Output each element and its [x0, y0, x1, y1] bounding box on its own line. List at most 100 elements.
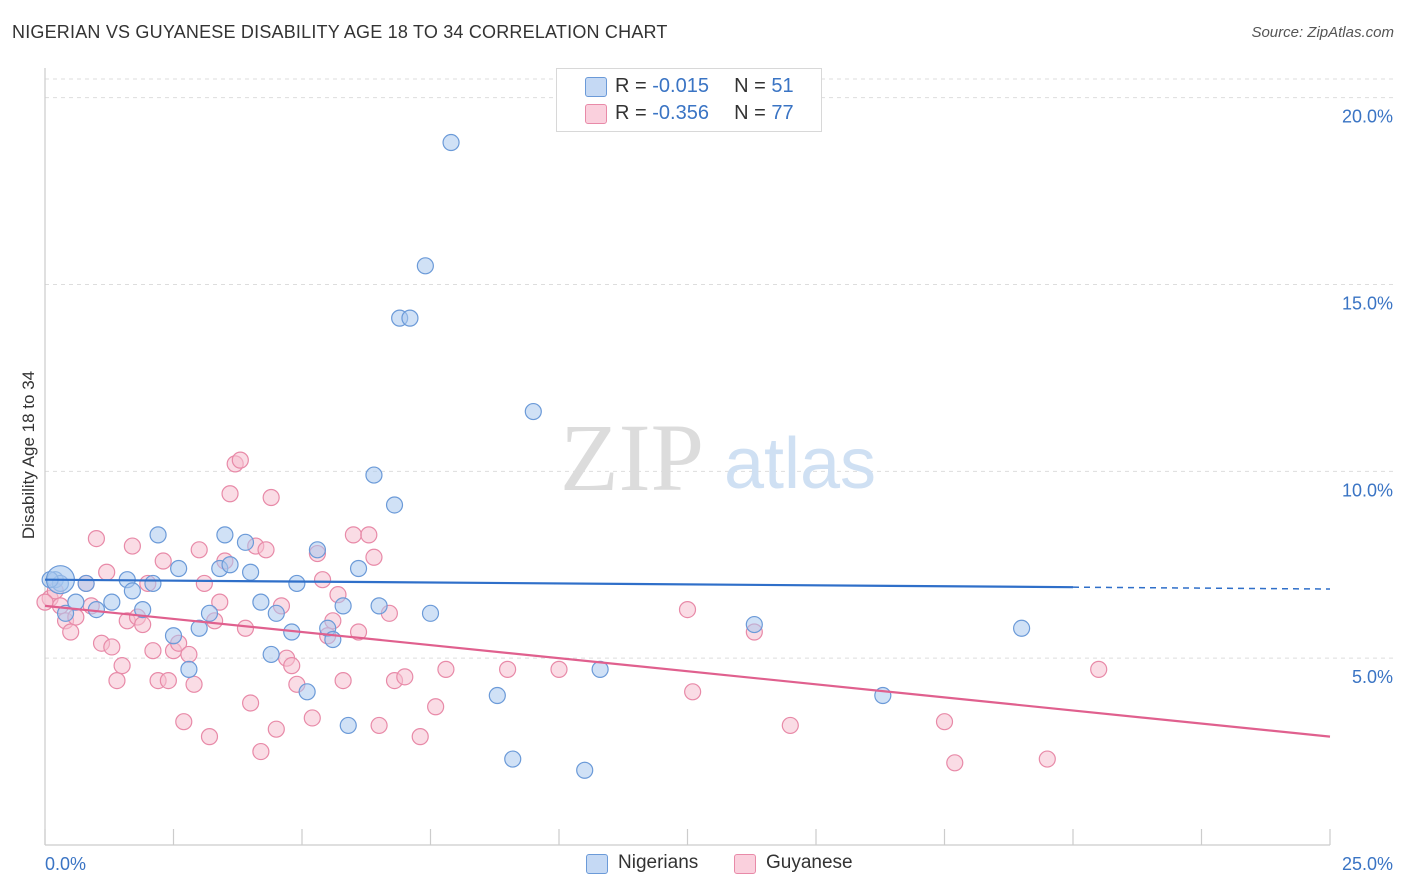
- guyanese-point-38: [242, 694, 260, 712]
- guyanese-point-4: [62, 623, 80, 641]
- guyanese-point-40: [252, 742, 270, 761]
- nigerians-legend-swatch: [586, 854, 608, 874]
- nigerians-point-42: [488, 686, 506, 705]
- nigerians-point-20: [236, 533, 255, 551]
- watermark-zip: ZIP: [560, 404, 704, 511]
- nigerians-point-3: [67, 593, 85, 611]
- nigerians-point-19: [221, 556, 239, 574]
- nigerians-point-28: [308, 541, 327, 559]
- guyanese-point-32: [211, 593, 229, 611]
- guyanese-point-71: [781, 716, 799, 735]
- guyanese-swatch: [585, 104, 607, 124]
- guyanese-point-59: [370, 716, 388, 735]
- n-value: 77: [771, 102, 794, 124]
- guyanese-point-65: [437, 660, 455, 678]
- guyanese-legend-swatch: [734, 854, 756, 874]
- nigerians-point-49: [1012, 619, 1031, 637]
- watermark-atlas: atlas: [724, 424, 876, 504]
- guyanese-point-15: [123, 537, 141, 555]
- nigerians-point-15: [190, 619, 208, 637]
- legend-label: Guyanese: [766, 852, 853, 873]
- guyanese-point-34: [221, 485, 239, 503]
- nigerians-point-14: [180, 660, 198, 678]
- guyanese-point-54: [334, 671, 352, 690]
- nigerians-point-47: [745, 615, 763, 634]
- guyanese-point-46: [283, 657, 301, 675]
- nigerians-point-18: [216, 526, 234, 544]
- axes: [44, 68, 1331, 846]
- y-tick-label: 5.0%: [1352, 667, 1393, 687]
- nigerians-trend-extension: [1072, 586, 1331, 590]
- nigerians-point-34: [365, 466, 383, 484]
- nigerians-point-12: [164, 627, 183, 645]
- guyanese-point-66: [499, 660, 517, 678]
- source-label: Source: ZipAtlas.com: [1251, 24, 1394, 41]
- guyanese-point-17: [134, 615, 152, 634]
- guyanese-point-63: [411, 728, 429, 746]
- nigerians-point-4: [77, 574, 95, 593]
- n-label: N =: [734, 75, 766, 97]
- nigerians-point-9: [134, 600, 152, 619]
- n-value: 51: [771, 75, 794, 97]
- nigerians-point-36: [385, 496, 404, 514]
- r-label: R =: [615, 75, 647, 97]
- guyanese-point-67: [550, 660, 568, 678]
- guyanese-point-76: [36, 593, 54, 611]
- guyanese-point-10: [98, 563, 116, 581]
- guyanese-point-8: [87, 529, 106, 548]
- nigerians-point-16: [200, 604, 219, 622]
- nigerians-point-39: [416, 257, 434, 275]
- guyanese-point-36: [231, 451, 249, 469]
- nigerians-point-26: [288, 574, 306, 593]
- guyanese-point-43: [267, 720, 285, 738]
- guyanese-point-41: [257, 541, 275, 559]
- y-tick-label: 10.0%: [1342, 480, 1393, 500]
- guyanese-point-25: [175, 713, 193, 731]
- guyanese-point-29: [195, 574, 213, 593]
- stats-row-guyanese: R = -0.356 N = 77: [615, 102, 794, 128]
- nigerians-swatch: [585, 77, 607, 97]
- guyanese-point-55: [344, 526, 362, 544]
- guyanese-point-56: [349, 623, 368, 641]
- trend-lines: [44, 578, 1331, 738]
- nigerians-point-24: [267, 604, 285, 622]
- nigerians-point-41: [442, 133, 460, 152]
- guyanese-point-26: [180, 645, 198, 664]
- r-value: -0.015: [652, 75, 709, 97]
- nigerians-point-32: [339, 716, 357, 735]
- guyanese-point-75: [1090, 660, 1108, 678]
- nigerians-point-8: [123, 582, 141, 600]
- tick-labels: 5.0% 10.0% 15.0% 20.0% 0.0% 25.0%: [45, 107, 1393, 874]
- stats-row-nigerians: R = -0.015 N = 51: [615, 75, 794, 101]
- r-value: -0.356: [652, 102, 709, 124]
- guyanese-point-72: [935, 713, 954, 731]
- x-tick-label: 0.0%: [45, 854, 86, 874]
- stats-box: R = -0.015 N = 51 R = -0.356 N = 77: [556, 68, 822, 132]
- r-label: R =: [615, 102, 647, 124]
- guyanese-point-21: [154, 552, 172, 570]
- guyanese-point-48: [303, 709, 321, 727]
- nigerians-trend-line: [44, 578, 1074, 589]
- nigerians-point-23: [262, 645, 280, 664]
- guyanese-point-64: [427, 698, 445, 716]
- nigerians-point-38: [401, 309, 419, 327]
- guyanese-point-27: [185, 675, 203, 693]
- guyanese-point-11: [103, 638, 121, 656]
- guyanese-point-42: [262, 488, 280, 507]
- guyanese-point-12: [108, 671, 126, 690]
- guyanese-point-73: [946, 754, 964, 772]
- nigerians-point-22: [252, 593, 270, 611]
- nigerians-point-6: [103, 593, 121, 611]
- nigerians-point-44: [524, 402, 542, 421]
- legend-label: Nigerians: [618, 852, 699, 873]
- y-axis-label: Disability Age 18 to 34: [19, 371, 38, 539]
- nigerians-point-43: [504, 750, 522, 768]
- guyanese-point-19: [144, 642, 162, 660]
- nigerians-point-13: [170, 559, 188, 578]
- guyanese-point-50: [313, 571, 332, 589]
- nigerians-point-11: [149, 526, 167, 544]
- guyanese-point-57: [360, 526, 378, 544]
- guyanese-point-69: [684, 683, 702, 701]
- nigerians-point-33: [349, 559, 368, 578]
